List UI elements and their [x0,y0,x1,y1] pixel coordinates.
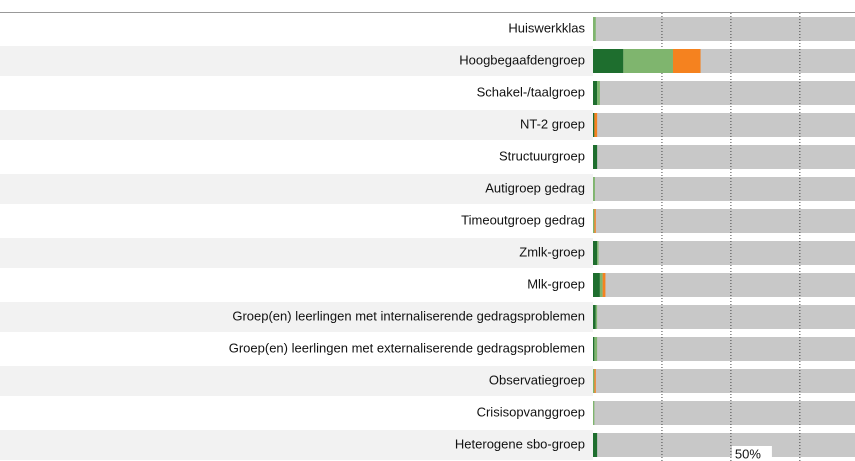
bar-track [593,145,855,169]
bar-segment [593,49,624,73]
y-tick-label: Schakel-/taalgroep [477,84,585,99]
bar-segment [594,113,598,137]
bar-segment [594,337,598,361]
bar-segment [602,273,606,297]
bar-track [593,337,855,361]
y-tick-label: Timeoutgroep gedrag [461,212,585,227]
bar-segment [593,273,600,297]
y-tick-label: Autigroep gedrag [485,180,585,195]
row-band [0,366,593,396]
y-tick-label: NT-2 groep [520,116,585,131]
bar-track [593,17,855,41]
bar-segment [593,369,595,393]
bar-track [593,433,855,457]
row-band [0,430,593,460]
bar-track [593,177,855,201]
row-band [0,302,593,332]
bar-segment [593,177,595,201]
bar-segment [593,209,595,233]
bar-segment [593,17,596,41]
row-band [0,174,593,204]
bar-track [593,369,855,393]
y-tick-label: Huiswerkklas [508,20,585,35]
bar-segment [597,81,600,105]
y-tick-label: Observatiegroep [489,372,585,387]
bar-segment [599,273,603,297]
bar-segment [623,49,673,73]
bar-track [593,81,855,105]
bar-track [593,241,855,265]
bar-segment [672,49,701,73]
y-tick-label: Structuurgroep [499,148,585,163]
bar-track [593,209,855,233]
y-tick-label: Groep(en) leerlingen met externaliserend… [229,340,585,355]
x-tick-label: 50% [735,446,761,461]
bar-track [593,273,855,297]
bar-segment [593,433,598,457]
bar-segment [597,241,599,265]
row-band [0,110,593,140]
bar-segment [593,145,598,169]
bar-track [593,401,855,425]
bar-segment [593,241,598,265]
y-tick-label: Zmlk-groep [519,244,585,259]
y-tick-label: Hoogbegaafdengroep [459,52,585,67]
y-tick-label: Crisisopvanggroep [477,404,585,419]
bar-segment [593,113,595,137]
x-tick-box [731,446,772,461]
row-band [0,46,593,76]
y-tick-label: Heterogene sbo-groep [455,436,585,451]
bar-segment [593,337,595,361]
bar-track [593,305,855,329]
y-tick-label: Groep(en) leerlingen met internaliserend… [232,308,585,323]
bar-segment [594,209,596,233]
bar-track [593,113,855,137]
bar-segment [593,81,598,105]
bar-segment [594,369,596,393]
bar-segment [593,401,595,425]
y-tick-label: Mlk-groep [527,276,585,291]
row-band [0,238,593,268]
bar-segment [595,305,598,329]
bar-segment [593,305,596,329]
